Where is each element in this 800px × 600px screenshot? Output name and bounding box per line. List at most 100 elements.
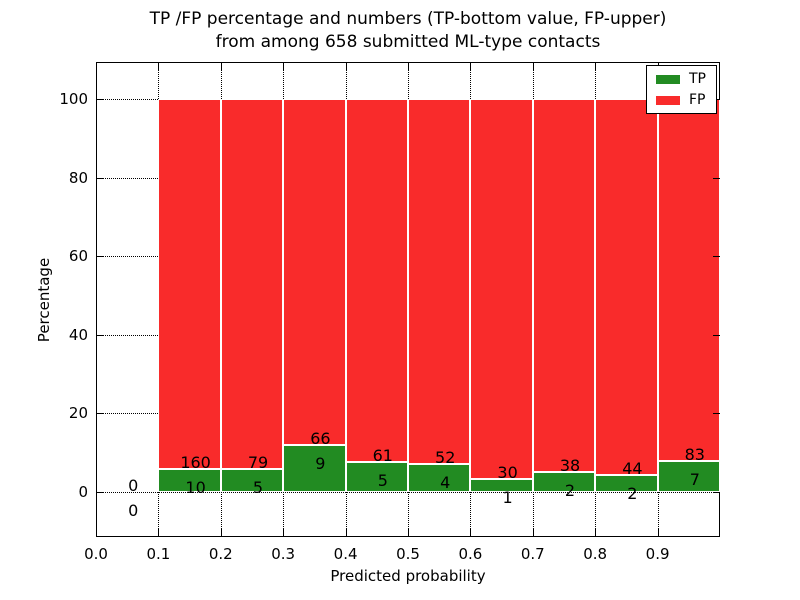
- x-tick-top-0.1: [158, 62, 160, 70]
- x-tick-top-0.4: [345, 62, 347, 70]
- fp-count-label-0.3-0.4: 66: [310, 428, 331, 448]
- legend-item-fp: FP: [656, 93, 706, 107]
- x-tick-top-0.5: [408, 62, 409, 70]
- y-tick-right-20: [713, 413, 720, 415]
- bar-tp-0.1-0.2: [158, 468, 221, 492]
- legend-label-fp: FP: [689, 92, 706, 108]
- bar-tp-0.3-0.4: [283, 444, 346, 492]
- fp-count-label-0.6-0.7: 30: [497, 463, 518, 483]
- tp-count-label-0.2-0.3: 5: [252, 477, 264, 497]
- x-axis-label: Predicted probability: [330, 567, 486, 585]
- y-tick-left-100: [96, 99, 103, 100]
- fp-count-label-0.1-0.2: 160: [180, 452, 211, 472]
- x-tick-top-0: [96, 62, 97, 70]
- x-tick-bottom-0.6: [470, 529, 472, 537]
- tp-count-label-0.8-0.9: 2: [627, 483, 638, 503]
- x-tick-label-0: 0.0: [84, 545, 108, 563]
- x-tick-bottom-0.2: [220, 529, 222, 537]
- x-tick-label-0.3: 0.3: [271, 545, 296, 563]
- x-tick-top-0.2: [220, 62, 222, 70]
- tp-count-label-0.7-0.8: 2: [564, 481, 576, 501]
- x-tick-bottom-0.4: [345, 529, 347, 537]
- x-tick-label-0.4: 0.4: [333, 545, 358, 563]
- x-tick-label-0.1: 0.1: [146, 545, 171, 563]
- x-tick-bottom-0.8: [595, 529, 597, 537]
- bar-fp-0.3-0.4: [283, 99, 346, 445]
- bar-fp-0.6-0.7: [470, 99, 533, 480]
- x-tick-top-0.7: [532, 62, 534, 70]
- tp-count-label-0.5-0.6: 4: [440, 472, 451, 492]
- legend-swatch-fp-icon: [656, 95, 680, 105]
- fp-count-label-0.7-0.8: 38: [559, 456, 581, 476]
- tp-count-label-0.3-0.4: 9: [315, 453, 326, 473]
- tp-count-label-0.1-0.2: 10: [185, 477, 206, 497]
- legend-label-tp: TP: [689, 71, 706, 87]
- bar-tp-0.5-0.6: [408, 463, 471, 492]
- bar-tp-0.7-0.8: [532, 472, 596, 492]
- x-tick-top-0.8: [595, 62, 597, 70]
- legend-item-tp: TP: [656, 72, 706, 86]
- y-tick-left-60: [96, 256, 103, 258]
- x-tick-label-0.5: 0.5: [396, 545, 420, 563]
- y-tick-left-40: [96, 334, 103, 336]
- bar-fp-0.9-1.0: [657, 99, 720, 462]
- y-tick-label-40: 40: [68, 325, 88, 344]
- bar-fp-0.5-0.6: [408, 99, 471, 464]
- bar-tp-0.9-1.0: [657, 461, 720, 492]
- bars-layer: [96, 62, 720, 537]
- x-tick-label-0.6: 0.6: [458, 545, 483, 563]
- chart-title-line1: TP /FP percentage and numbers (TP-bottom…: [149, 9, 667, 29]
- x-tick-label-0.7: 0.7: [520, 545, 545, 563]
- x-tick-label-0.2: 0.2: [208, 545, 233, 563]
- bar-fp-0.2-0.3: [220, 99, 284, 469]
- chart-title: TP /FP percentage and numbers (TP-bottom…: [96, 8, 720, 54]
- chart-title-line2: from among 658 submitted ML-type contact…: [215, 32, 601, 52]
- legend: TP FP: [646, 65, 717, 114]
- bar-tp-0.6-0.7: [470, 479, 533, 492]
- tick-marks-layer: [96, 62, 720, 537]
- y-tick-left-0: [96, 492, 103, 493]
- bar-fp-0.1-0.2: [158, 99, 221, 469]
- y-tick-right-40: [713, 334, 720, 336]
- x-tick-bottom-0.7: [532, 529, 534, 537]
- y-tick-right-80: [713, 177, 720, 179]
- x-tick-label-0.9: 0.9: [645, 545, 670, 563]
- plot-area: 0 0 160 10 79 5 66 9 61 5 52 4 30 1 38 2 44 2 83 7 TP FP: [96, 62, 720, 537]
- x-tick-bottom-0.9: [657, 529, 659, 537]
- legend-swatch-tp-icon: [656, 74, 680, 84]
- y-tick-left-80: [96, 177, 103, 179]
- x-tick-bottom-0: [96, 529, 97, 537]
- bar-fp-0.4-0.5: [345, 99, 408, 463]
- x-tick-label-0.8: 0.8: [583, 545, 608, 563]
- tp-count-label-0.0-0.1: 0: [128, 501, 139, 520]
- fp-count-label-0.5-0.6: 52: [435, 447, 456, 467]
- x-tick-top-0.6: [470, 62, 472, 70]
- tp-count-label-0.6-0.7: 1: [502, 488, 513, 508]
- x-tick-bottom-0.3: [283, 529, 285, 537]
- tp-count-label-0.4-0.5: 5: [377, 471, 388, 491]
- tp-count-label-0.9-1.0: 7: [689, 470, 700, 490]
- x-tick-top-0.3: [283, 62, 285, 70]
- y-tick-left-20: [96, 413, 103, 415]
- x-tick-bottom-0.1: [158, 529, 160, 537]
- fp-count-label-0.4-0.5: 61: [372, 446, 393, 466]
- bar-fp-0.8-0.9: [595, 99, 658, 475]
- bar-tp-0.8-0.9: [595, 474, 658, 492]
- bar-value-labels-layer: 0 0 160 10 79 5 66 9 61 5 52 4 30 1 38 2 44 2 83 7: [96, 62, 720, 537]
- y-tick-label-80: 80: [68, 168, 88, 187]
- x-tick-bottom-0.5: [408, 529, 409, 537]
- y-tick-label-100: 100: [59, 90, 88, 108]
- fp-count-label-0.2-0.3: 79: [247, 452, 269, 472]
- y-tick-right-0: [713, 492, 720, 493]
- y-tick-label-20: 20: [68, 404, 88, 423]
- fp-count-label-0.9-1.0: 83: [684, 445, 705, 465]
- bar-fp-0.7-0.8: [532, 99, 596, 473]
- fp-count-label-0.8-0.9: 44: [622, 458, 643, 478]
- bar-tp-0.2-0.3: [220, 468, 284, 492]
- y-tick-label-0: 0: [78, 483, 88, 501]
- y-tick-right-60: [713, 256, 720, 258]
- y-tick-label-60: 60: [68, 247, 88, 266]
- bar-tp-0.4-0.5: [345, 462, 408, 492]
- fp-count-label-0.0-0.1: 0: [128, 476, 139, 495]
